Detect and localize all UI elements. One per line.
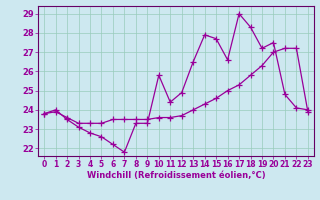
X-axis label: Windchill (Refroidissement éolien,°C): Windchill (Refroidissement éolien,°C) xyxy=(87,171,265,180)
